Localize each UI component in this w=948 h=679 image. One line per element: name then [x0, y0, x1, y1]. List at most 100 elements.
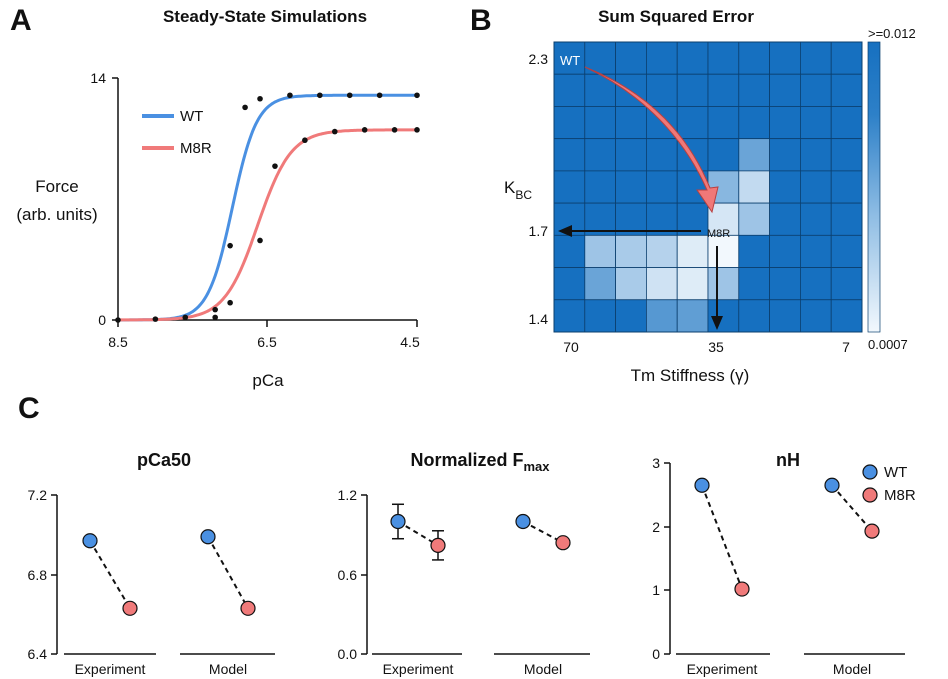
- heatmap-cell-r8-c0: [553, 299, 586, 333]
- heatmap-cell-r5-c3: [646, 202, 678, 236]
- c-legend-wt-label: WT: [884, 464, 907, 481]
- c1marks-wt-experiment-point: [82, 533, 98, 549]
- panel-a-ytick-bottom: 0: [98, 312, 106, 328]
- panel-c-nh: nH 3 2 1 0 Experiment Model WT M8R: [652, 450, 916, 677]
- panel-b-title: Sum Squared Error: [598, 7, 754, 26]
- heatmap-cell-r5-c1: [584, 202, 616, 236]
- heatmap-ylabel: KBC: [504, 178, 532, 202]
- panel-a-point-8: [257, 237, 263, 244]
- heatmap-cell-r1-c0: [553, 73, 586, 107]
- heatmap-cell-r7-c0: [553, 267, 586, 301]
- panel-a-point-0: [115, 317, 121, 323]
- heatmap-cell-r0-c7: [769, 41, 801, 75]
- c3marks-wt-experiment-point: [694, 477, 710, 493]
- heatmap-cell-r0-c6: [738, 41, 770, 75]
- c2marks-exp-connector: [397, 520, 439, 547]
- c1marks-exp-connector: [89, 540, 131, 609]
- heatmap-cell-r1-c7: [769, 73, 801, 107]
- panel-a-point-11: [287, 92, 293, 99]
- heatmap-cell-r7-c1: [584, 267, 616, 301]
- heatmap-cell-r4-c6: [738, 170, 770, 204]
- heatmap-cell-r5-c9: [830, 202, 863, 236]
- colorbar-min-label: 0.0007: [868, 337, 908, 352]
- heatmap-cell-r2-c9: [830, 106, 863, 140]
- panel-a-point-7: [242, 104, 248, 111]
- panel-a-xtick-right: 4.5: [400, 334, 420, 350]
- c1marks-wt-model-point: [200, 529, 216, 545]
- c2marks-wt-experiment-point: [390, 513, 406, 530]
- c2-group-model: Model: [524, 661, 562, 677]
- c3-title: nH: [776, 450, 800, 470]
- heatmap-cell-r0-c5: [707, 41, 740, 75]
- panel-a-point-12: [302, 137, 308, 144]
- heatmap-cell-r5-c2: [615, 202, 647, 236]
- panel-a-xlabel: pCa: [252, 371, 284, 390]
- c2-ytick-top: 1.2: [338, 487, 358, 503]
- heatmap-cell-r3-c9: [830, 138, 863, 172]
- c2marks-wt-model-point: [515, 513, 531, 530]
- heatmap-cell-r8-c5: [707, 299, 740, 333]
- c3marks-m8r-experiment-point: [734, 581, 750, 597]
- heatmap-cell-r0-c3: [646, 41, 678, 75]
- panel-a-ytick-top: 14: [90, 70, 106, 86]
- heatmap-cell-r3-c0: [553, 138, 586, 172]
- heatmap-xtick-right: 7: [842, 339, 850, 355]
- heatmap-cell-r7-c2: [615, 267, 647, 301]
- heatmap-cell-r2-c0: [553, 106, 586, 140]
- heatmap-cell-r2-c5: [707, 106, 740, 140]
- c1marks-m8r-model-point: [240, 600, 256, 616]
- heatmap-cell-r8-c6: [738, 299, 770, 333]
- c-legend-wt-marker: [862, 464, 878, 480]
- panel-a-xtick-left: 8.5: [108, 334, 128, 350]
- heatmap-cell-r2-c7: [769, 106, 801, 140]
- c2-group-experiment: Experiment: [383, 661, 454, 677]
- c2marks-m8r-experiment-point: [430, 537, 446, 553]
- heatmap-cell-r6-c3: [646, 234, 678, 268]
- panel-a-letter: A: [10, 4, 32, 37]
- panel-a-point-20: [414, 127, 420, 133]
- heatmap-ytick-bottom: 1.4: [529, 311, 549, 327]
- panel-a-point-9: [257, 95, 263, 102]
- legend-m8r-label: M8R: [180, 140, 212, 157]
- heatmap-cell-r4-c7: [769, 170, 801, 204]
- heatmap-cell-r7-c3: [646, 267, 678, 301]
- heatmap-ytick-top: 2.3: [529, 51, 549, 67]
- panel-a-data-points: [115, 92, 420, 323]
- heatmap-cell-r2-c6: [738, 106, 770, 140]
- heatmap-cell-r5-c7: [769, 202, 801, 236]
- c-legend-m8r-marker: [862, 487, 878, 503]
- heatmap-cell-r2-c8: [800, 106, 832, 140]
- heatmap-cell-r4-c0: [553, 170, 586, 204]
- c3marks-model-connector: [831, 484, 873, 532]
- c3-group-experiment: Experiment: [687, 661, 758, 677]
- heatmap-cell-r7-c7: [769, 267, 801, 301]
- panel-a-point-10: [272, 163, 278, 169]
- c2marks-m8r-model-point: [555, 535, 571, 551]
- heatmap-cell-r8-c7: [769, 299, 801, 333]
- c3-ytick-0: 0: [652, 646, 660, 662]
- heatmap-cell-r6-c4: [676, 234, 709, 268]
- heatmap-cell-r6-c9: [830, 234, 863, 268]
- heatmap-cell-r8-c8: [800, 299, 832, 333]
- c1marks-m8r-experiment-point: [122, 600, 138, 616]
- panel-a-point-18: [391, 127, 398, 133]
- panel-a-point-15: [346, 92, 353, 99]
- c1-ytick-top: 7.2: [28, 487, 48, 503]
- heatmap-cell-r1-c3: [646, 73, 678, 107]
- heatmap-xlabel: Tm Stiffness (γ): [631, 366, 750, 385]
- heatmap-m8r-marker: M8R: [707, 228, 730, 240]
- m8r-curve: [118, 128, 417, 322]
- legend-wt-label: WT: [180, 108, 203, 125]
- heatmap-cell-r3-c8: [800, 138, 832, 172]
- c3marks-wt-model-point: [824, 477, 840, 493]
- heatmap-cell-r4-c1: [584, 170, 616, 204]
- panel-a-point-1: [152, 316, 159, 322]
- panel-a-point-4: [212, 314, 218, 321]
- heatmap-cell-r1-c9: [830, 73, 863, 107]
- panel-a-ylabel-1: Force: [35, 177, 78, 196]
- colorbar: [867, 41, 881, 333]
- c3-ytick-1: 1: [652, 582, 660, 598]
- panel-a-point-14: [331, 128, 338, 135]
- heatmap-cell-r7-c9: [830, 267, 863, 301]
